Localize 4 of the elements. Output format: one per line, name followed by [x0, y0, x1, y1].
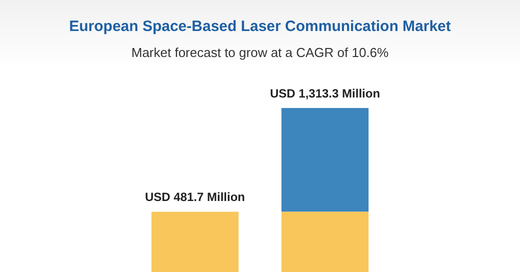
total-label: USD 1,313.3 Million	[270, 86, 380, 100]
total-label: USD 481.7 Million	[144, 190, 246, 204]
chart-title: European Space-Based Laser Communication Market	[68, 18, 452, 35]
chart-subtitle: Market forecast to grow at a CAGR of 10.6%	[130, 45, 390, 60]
